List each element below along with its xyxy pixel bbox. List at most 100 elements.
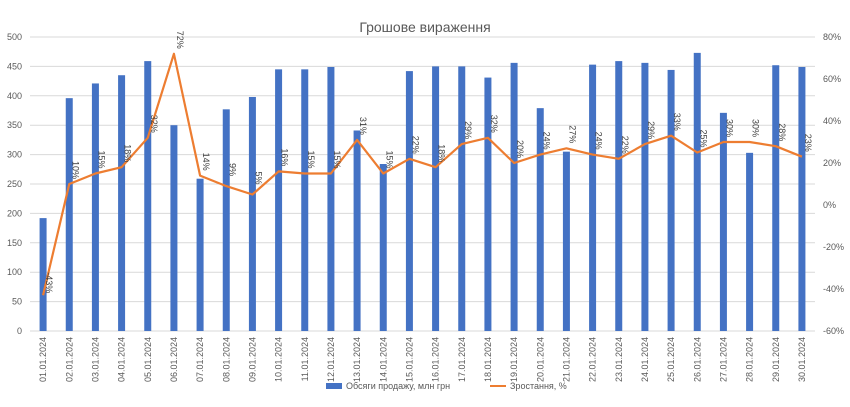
point-label: 32% [149, 115, 159, 133]
x-tick-label: 22.01.2024 [588, 337, 598, 382]
bar [222, 109, 230, 331]
legend-line-label: Зростання, % [510, 381, 567, 391]
point-label: 15% [332, 151, 342, 169]
x-tick-label: 02.01.2024 [64, 337, 74, 382]
point-label: 33% [672, 113, 682, 131]
x-tick-label: 29.01.2024 [771, 337, 781, 382]
point-label: 72% [175, 31, 185, 49]
point-label: 5% [253, 172, 263, 185]
bar [641, 62, 649, 331]
bar [39, 218, 47, 331]
x-tick-label: 18.01.2024 [483, 337, 493, 382]
legend-bar-label: Обсяги продажу, млн грн [346, 381, 450, 391]
legend: Обсяги продажу, млн грн Зростання, % [326, 381, 567, 391]
bar [118, 75, 126, 331]
point-label: 14% [201, 153, 211, 171]
line-series-path [42, 52, 803, 296]
y-right-tick-label: 40% [823, 116, 841, 126]
point-label: 18% [123, 144, 133, 162]
y-right-tick-label: 80% [823, 32, 841, 42]
bar [432, 66, 440, 332]
point-label: 15% [306, 151, 316, 169]
x-tick-label: 19.01.2024 [509, 337, 519, 382]
point-label: 9% [227, 163, 237, 176]
x-tick-label: 15.01.2024 [404, 337, 414, 382]
point-label: -43% [44, 272, 54, 293]
point-label: 29% [646, 121, 656, 139]
y-axis-left: 0 50 100 150 200 250 300 350 400 450 500 [7, 32, 22, 336]
x-tick-label: 26.01.2024 [692, 337, 702, 382]
y-right-tick-label: -20% [823, 242, 844, 252]
y-right-tick-label: 60% [823, 74, 841, 84]
point-label: 16% [280, 148, 290, 166]
point-label: 18% [437, 144, 447, 162]
x-tick-label: 27.01.2024 [718, 337, 728, 382]
y-left-tick-label: 400 [7, 91, 22, 101]
bar [458, 66, 466, 332]
y-right-tick-label: 0% [823, 200, 836, 210]
point-label: 24% [541, 132, 551, 150]
y-left-tick-label: 350 [7, 120, 22, 130]
y-left-tick-label: 250 [7, 179, 22, 189]
point-label: 32% [489, 115, 499, 133]
bar [667, 69, 675, 331]
x-tick-label: 16.01.2024 [431, 337, 441, 382]
y-left-tick-label: 0 [17, 326, 22, 336]
x-tick-label: 12.01.2024 [326, 337, 336, 382]
bar [589, 64, 597, 332]
x-tick-label: 04.01.2024 [117, 337, 127, 382]
x-tick-label: 20.01.2024 [535, 337, 545, 382]
x-tick-label: 11.01.2024 [300, 337, 310, 381]
point-label: 27% [567, 125, 577, 143]
y-right-tick-label: 20% [823, 158, 841, 168]
x-tick-label: 28.01.2024 [745, 337, 755, 382]
bar [772, 65, 780, 331]
point-label: 23% [803, 134, 813, 152]
x-tick-label: 06.01.2024 [169, 337, 179, 382]
x-tick-label: 25.01.2024 [666, 337, 676, 382]
x-tick-label: 24.01.2024 [640, 337, 650, 382]
x-tick-label: 05.01.2024 [143, 337, 153, 382]
bar [510, 62, 518, 331]
bar [536, 108, 544, 331]
y-right-tick-label: -40% [823, 284, 844, 294]
x-tick-label: 10.01.2024 [274, 337, 284, 382]
y-axis-right: -60% -40% -20% 0% 20% 40% 60% 80% [823, 32, 844, 336]
bar [170, 125, 178, 331]
y-left-tick-label: 450 [7, 61, 22, 71]
point-label: 20% [515, 140, 525, 158]
x-tick-label: 07.01.2024 [195, 337, 205, 382]
bar [65, 98, 73, 331]
bar [719, 112, 727, 332]
point-label: 15% [96, 151, 106, 169]
y-left-tick-label: 150 [7, 238, 22, 248]
x-tick-label: 01.01.2024 [38, 337, 48, 382]
point-labels: -43% 10% 15% 18% 32% 72% 14% 9% 5% 16% 15% 15% 31% 15… [44, 31, 813, 294]
x-tick-label: 17.01.2024 [457, 337, 467, 382]
bar [379, 164, 387, 331]
point-label: 31% [358, 117, 368, 135]
bar [196, 178, 204, 331]
point-label: 22% [410, 136, 420, 154]
gridlines [30, 36, 815, 332]
bar-series [39, 52, 806, 332]
x-tick-label: 13.01.2024 [352, 337, 362, 382]
bar [693, 52, 701, 331]
x-tick-label: 23.01.2024 [614, 337, 624, 382]
bar [144, 61, 152, 331]
bar [484, 77, 492, 332]
point-label: 30% [724, 119, 734, 137]
legend-bar-swatch [326, 383, 342, 389]
y-left-tick-label: 300 [7, 150, 22, 160]
point-label: 29% [463, 121, 473, 139]
point-label: 10% [70, 161, 80, 179]
x-axis: 01.01.2024 02.01.2024 03.01.2024 04.01.2024… [38, 337, 807, 382]
x-tick-label: 09.01.2024 [247, 337, 257, 382]
bar [248, 96, 256, 331]
x-tick-label: 21.01.2024 [561, 337, 571, 382]
y-left-tick-label: 50 [12, 297, 22, 307]
point-label: 28% [777, 123, 787, 141]
x-tick-label: 14.01.2024 [378, 337, 388, 382]
